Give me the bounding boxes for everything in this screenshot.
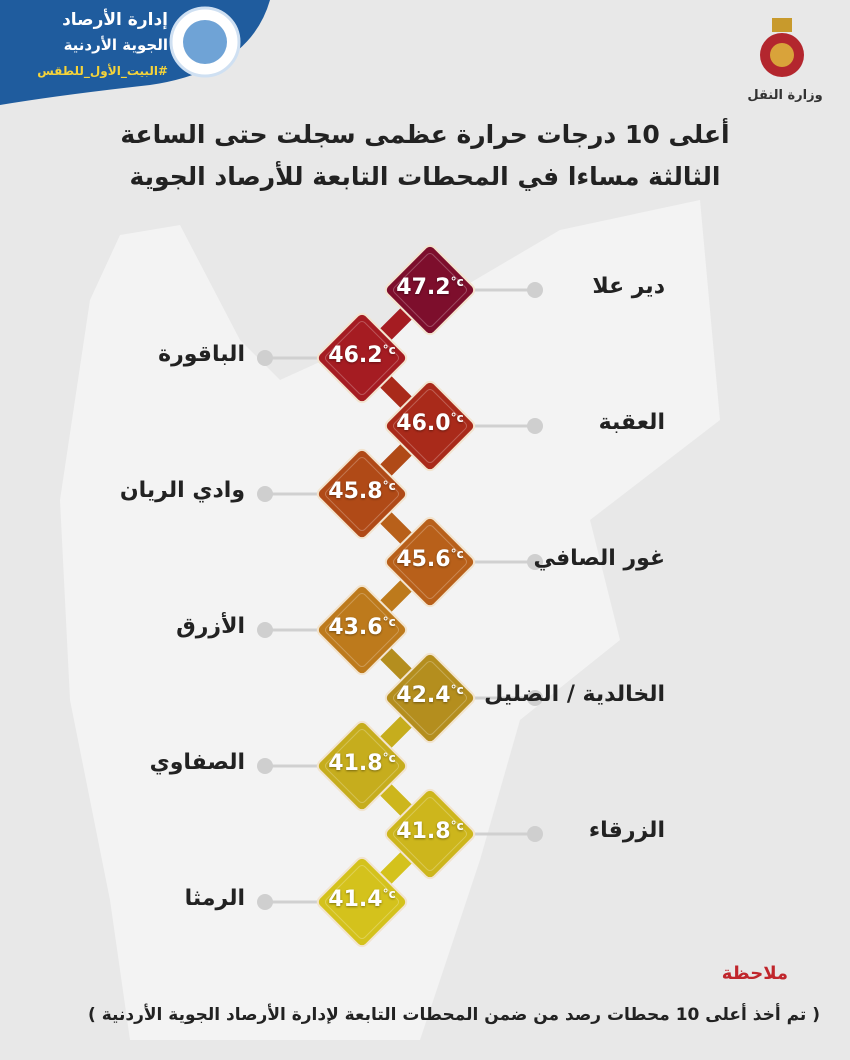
temperature-value: 46.2°c <box>302 343 422 368</box>
temperature-value: 45.6°c <box>370 547 490 572</box>
diamond-inner <box>392 524 468 600</box>
leader-dot <box>257 758 273 774</box>
diamond-inner <box>392 796 468 872</box>
value-number: 45.6 <box>396 547 451 572</box>
temperature-value: 41.8°c <box>370 819 490 844</box>
ministry: وزارة النقل <box>747 88 823 103</box>
station-name: الأزرق <box>176 614 245 639</box>
temperature-value: 41.8°c <box>302 751 422 776</box>
value-unit: °c <box>382 479 396 493</box>
value-number: 43.6 <box>328 615 383 640</box>
diamond-inner <box>392 388 468 464</box>
value-number: 41.8 <box>328 751 383 776</box>
value-unit: °c <box>450 547 464 561</box>
value-number: 47.2 <box>396 275 451 300</box>
station-name: الخالدية / الضليل <box>484 682 665 707</box>
diamond-inner <box>324 864 400 940</box>
value-number: 42.4 <box>396 683 451 708</box>
diamond-inner <box>392 252 468 328</box>
diamond-inner <box>324 592 400 668</box>
value-unit: °c <box>382 615 396 629</box>
leader-dot <box>527 554 543 570</box>
title-line2: الثالثة مساءا في المحطات التابعة للأرصاد… <box>129 162 721 191</box>
value-unit: °c <box>450 819 464 833</box>
diamond-inner <box>324 320 400 396</box>
station-name: غور الصافي <box>533 546 665 571</box>
value-number: 41.8 <box>396 819 451 844</box>
station-name: العقبة <box>598 410 665 435</box>
value-unit: °c <box>450 411 464 425</box>
temperature-value: 42.4°c <box>370 683 490 708</box>
value-number: 46.0 <box>396 411 451 436</box>
temperature-value: 41.4°c <box>302 887 422 912</box>
value-number: 45.8 <box>328 479 383 504</box>
diamond <box>384 380 476 472</box>
leader-dot <box>527 282 543 298</box>
station-name: الرمثا <box>184 886 245 911</box>
diamond <box>316 720 408 812</box>
leader-dot <box>257 622 273 638</box>
leader-dot <box>257 350 273 366</box>
org-line2: الجوية الأردنية <box>63 36 168 54</box>
diamond-inner <box>324 456 400 532</box>
leader-dot <box>527 826 543 842</box>
station-name: الصفاوي <box>149 750 245 775</box>
value-unit: °c <box>382 343 396 357</box>
value-unit: °c <box>382 887 396 901</box>
temperature-value: 43.6°c <box>302 615 422 640</box>
temperature-value: 45.8°c <box>302 479 422 504</box>
value-unit: °c <box>450 275 464 289</box>
crest <box>760 18 804 77</box>
value-unit: °c <box>382 751 396 765</box>
org-line1: إدارة الأرصاد <box>62 10 168 30</box>
diamond <box>316 856 408 948</box>
value-number: 46.2 <box>328 343 383 368</box>
diamond <box>316 584 408 676</box>
leader-dot <box>257 486 273 502</box>
leader-dot <box>527 418 543 434</box>
value-unit: °c <box>450 683 464 697</box>
station-name: دير علا <box>592 274 665 299</box>
note-text: ( تم أخذ أعلى 10 محطات رصد من ضمن المحطا… <box>88 1005 820 1025</box>
diamond <box>316 312 408 404</box>
station-name: الزرقاء <box>588 818 665 843</box>
logo-inner <box>183 20 227 64</box>
temperature-value: 47.2°c <box>370 275 490 300</box>
value-number: 41.4 <box>328 887 383 912</box>
diamond <box>384 788 476 880</box>
leader-dot <box>257 894 273 910</box>
station-name: الباقورة <box>158 342 245 367</box>
hashtag: #البيت_الأول_للطقس <box>37 64 168 78</box>
temperature-value: 46.0°c <box>370 411 490 436</box>
title-line1: أعلى 10 درجات حرارة عظمى سجلت حتى الساعة <box>120 120 730 149</box>
diamond <box>384 516 476 608</box>
station-name: وادي الريان <box>119 478 245 503</box>
diamond-inner <box>392 660 468 736</box>
diamond <box>316 448 408 540</box>
leader-dot <box>527 690 543 706</box>
diamond <box>384 244 476 336</box>
diamond <box>384 652 476 744</box>
diamond-inner <box>324 728 400 804</box>
note-heading: ملاحظة <box>721 963 788 984</box>
